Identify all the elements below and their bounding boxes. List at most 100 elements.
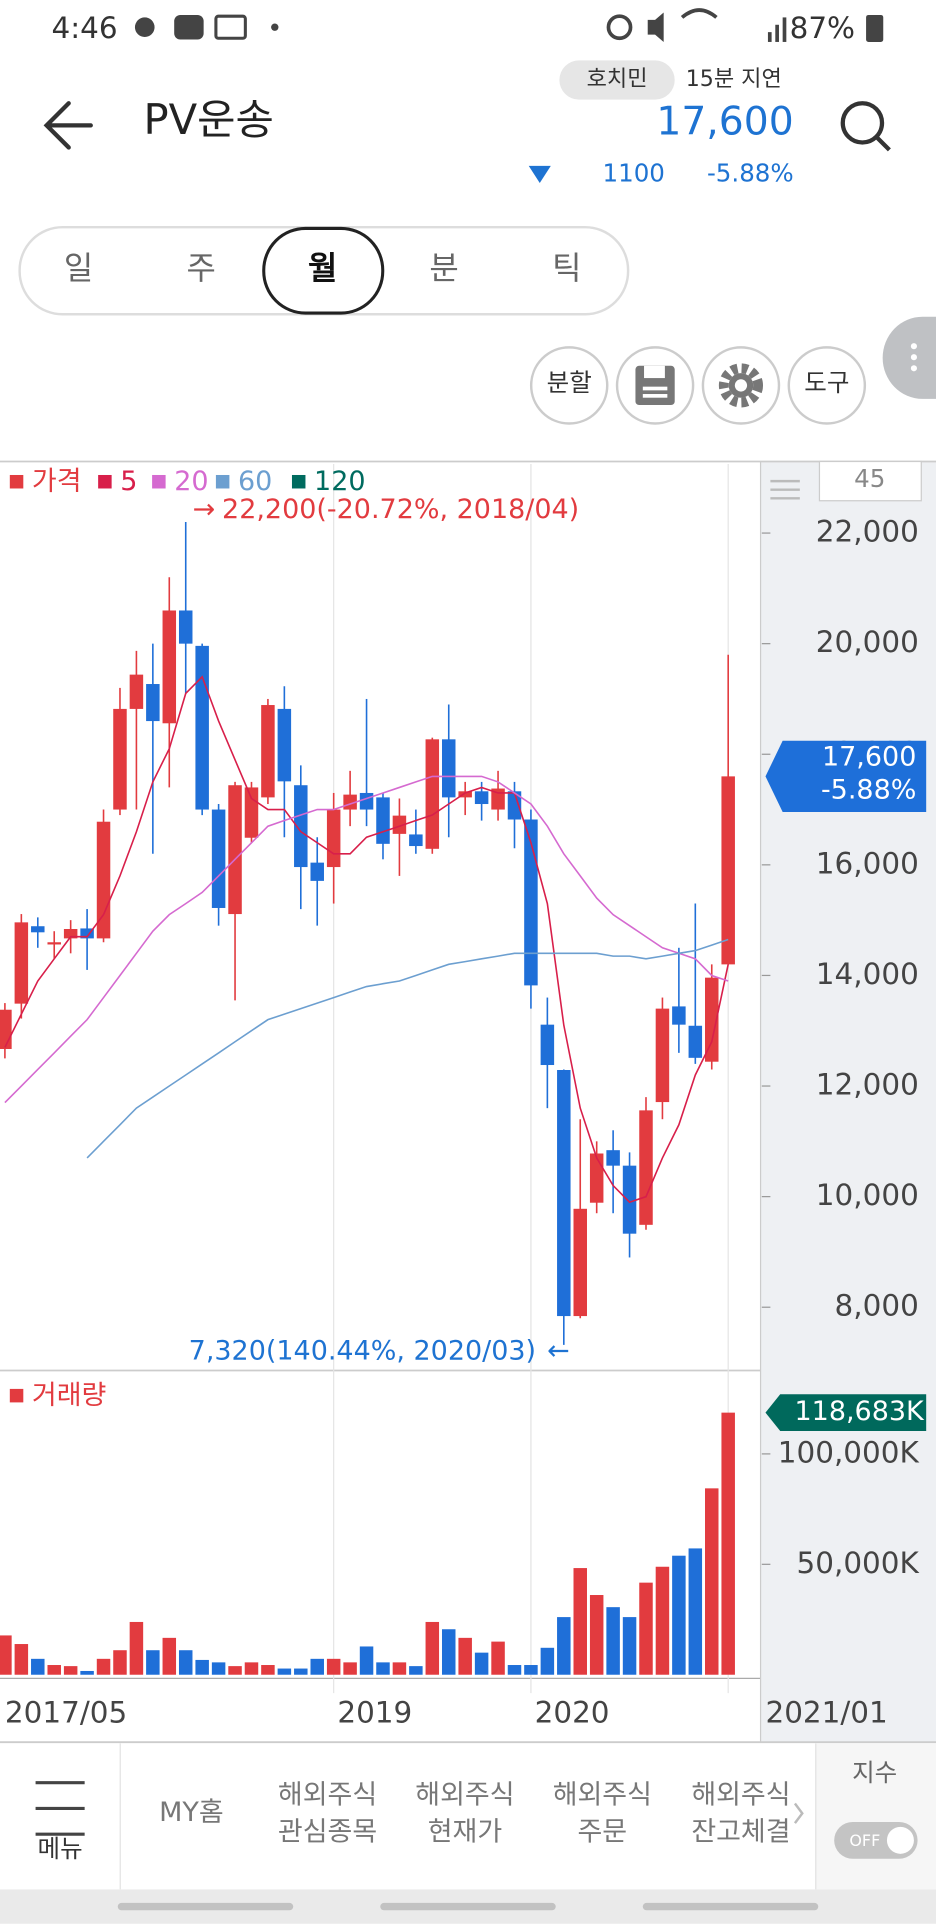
legend-swatch: [215, 474, 230, 489]
candle-body: [524, 819, 538, 986]
status-battery: 87%: [790, 11, 855, 45]
legend-swatch: [9, 474, 24, 489]
x-tick-label: 2020: [535, 1695, 610, 1729]
y-tick-label: 50,000K: [797, 1546, 920, 1580]
volume-bar: [359, 1646, 374, 1675]
candle-body: [14, 922, 29, 1004]
price-change-pct: -5.88%: [707, 158, 794, 187]
current-price: 17,600: [656, 100, 793, 145]
nav-item[interactable]: 해외주식: [278, 1780, 377, 1811]
index-label: 지수: [852, 1758, 897, 1787]
volume-bar: [211, 1662, 226, 1675]
nav-item[interactable]: 주문: [578, 1816, 628, 1847]
y-tick-label: 8,000: [835, 1289, 919, 1323]
candle-body: [359, 792, 374, 810]
candle-body: [146, 684, 160, 722]
volume-bar: [688, 1548, 703, 1675]
price-change: 1100: [603, 158, 665, 187]
volume-bar: [310, 1658, 324, 1675]
down-triangle: [528, 165, 551, 184]
search-button[interactable]: [840, 101, 891, 152]
toggle-label: OFF: [849, 1831, 880, 1850]
candle-body: [474, 791, 489, 805]
legend-swatch: [291, 474, 306, 489]
price-badge-price: 17,600: [822, 741, 916, 772]
volume-bar: [277, 1668, 292, 1675]
x-tick-label: 2017/05: [5, 1695, 127, 1729]
volume-bar: [63, 1666, 78, 1675]
y-tick-label: 20,000: [816, 625, 919, 659]
back-button[interactable]: [43, 101, 93, 150]
candle-body: [573, 1208, 587, 1317]
annotation-arrow: ←: [547, 1336, 570, 1367]
legend-swatch: [152, 474, 166, 489]
legend-label: 거래량: [32, 1380, 106, 1411]
x-tick-label: 2021/01: [765, 1695, 887, 1729]
candle-body: [392, 815, 407, 834]
candle-body: [589, 1153, 604, 1203]
candle-body: [557, 1069, 571, 1317]
legend-label: 60: [238, 466, 272, 497]
split-button[interactable]: 분할: [547, 368, 592, 397]
nav-item[interactable]: 잔고체결: [691, 1816, 790, 1847]
candle-body: [409, 834, 423, 847]
candle-body: [31, 926, 45, 933]
volume-badge-label: 118,683K: [795, 1396, 926, 1427]
volume-bar: [474, 1652, 489, 1675]
save-button[interactable]: [635, 365, 675, 406]
period-tab[interactable]: 주: [187, 249, 216, 287]
nav-item[interactable]: 해외주식: [415, 1780, 514, 1811]
nav-item[interactable]: 현재가: [428, 1816, 502, 1847]
candle-body: [244, 787, 259, 838]
legend-swatch: [9, 1388, 24, 1403]
candle-body: [96, 821, 111, 939]
period-tab[interactable]: 분: [429, 249, 458, 287]
stock-title: PV운송: [144, 95, 274, 144]
nav-item[interactable]: 해외주식: [553, 1780, 652, 1811]
candle-body: [491, 788, 505, 810]
candle-body: [211, 809, 226, 908]
period-tab[interactable]: 일: [64, 249, 93, 287]
volume-bar: [721, 1412, 735, 1675]
x-tick-label: 2019: [337, 1695, 412, 1729]
market-label: 호치민: [587, 67, 648, 92]
nav-item[interactable]: 관심종목: [278, 1816, 377, 1847]
period-tab[interactable]: 월: [308, 249, 337, 287]
count-box[interactable]: [818, 460, 922, 502]
settings-button[interactable]: [718, 363, 764, 408]
candle-body: [310, 862, 324, 881]
chart-menu-icon[interactable]: [770, 479, 800, 500]
menu-icon[interactable]: [35, 1781, 85, 1836]
menu-label[interactable]: 메뉴: [38, 1834, 83, 1863]
volume-bar: [244, 1662, 259, 1675]
nav-item[interactable]: 해외주식: [691, 1780, 790, 1811]
candle-body: [47, 942, 61, 945]
candle-body: [326, 809, 341, 868]
nav-more[interactable]: [793, 1802, 804, 1824]
candle-body: [639, 1110, 653, 1225]
side-menu-tab[interactable]: [882, 316, 936, 399]
period-tab[interactable]: 틱: [552, 249, 581, 287]
bottom-nav: [0, 1743, 936, 1890]
legend-label: 5: [120, 466, 137, 497]
y-tick-label: 10,000: [816, 1178, 919, 1212]
candle-body: [228, 785, 242, 915]
volume-bar: [392, 1662, 407, 1675]
price-badge: [765, 740, 927, 812]
tools-button[interactable]: 도구: [804, 368, 849, 397]
candle-body: [705, 977, 719, 1062]
nav-item[interactable]: MY홈: [159, 1797, 224, 1828]
volume-bar: [507, 1665, 522, 1675]
candle-body: [441, 739, 456, 798]
selected-tab: [262, 226, 385, 315]
price-badge-change: -5.88%: [821, 775, 916, 806]
volume-bar: [705, 1488, 719, 1675]
volume-bar: [178, 1650, 193, 1675]
y-tick-label: 14,000: [816, 957, 919, 991]
candle-body: [63, 928, 78, 939]
volume-bar: [672, 1555, 686, 1675]
candle-body: [178, 610, 193, 644]
candle-body: [80, 928, 94, 939]
